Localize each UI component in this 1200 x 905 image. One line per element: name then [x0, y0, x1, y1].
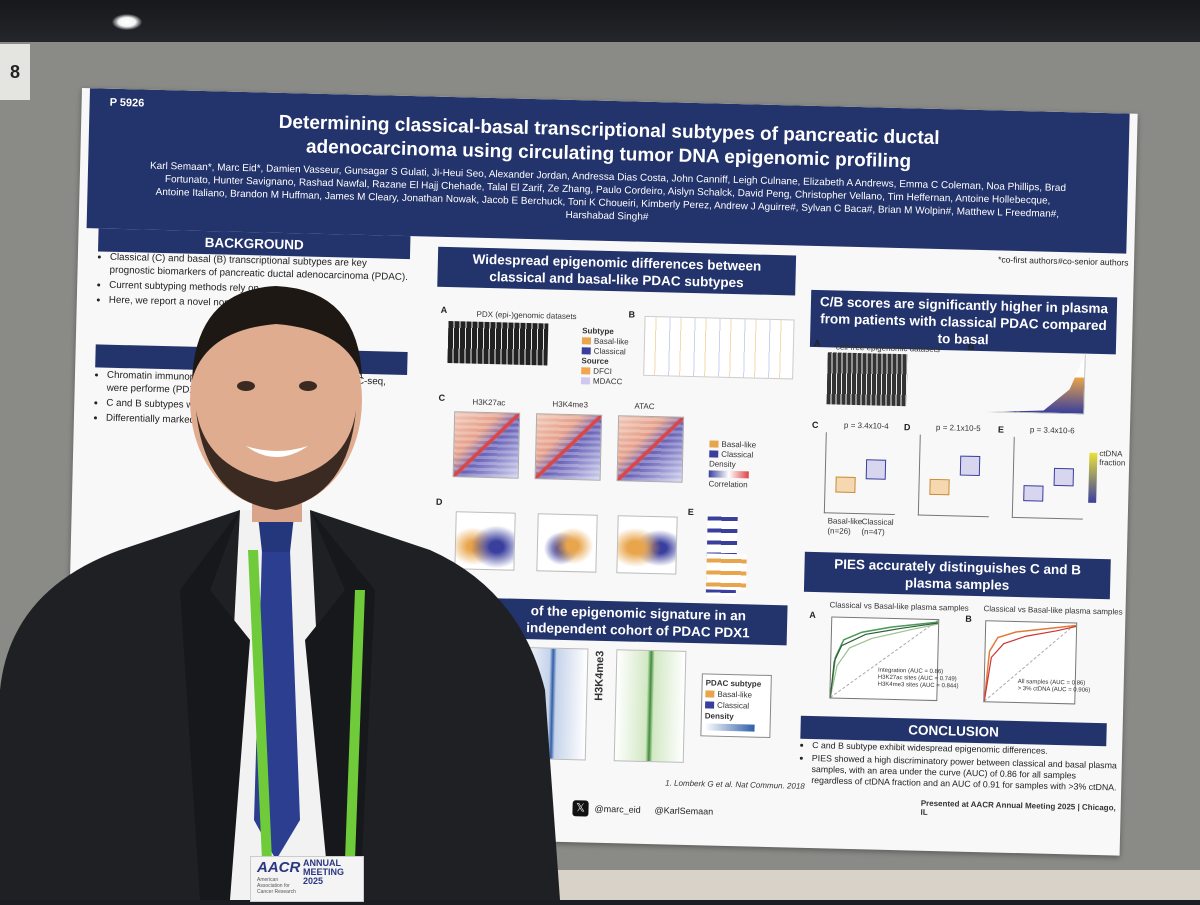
- box-classical: [1053, 467, 1075, 487]
- basal-swatch: [709, 440, 719, 449]
- subtype-legend: Subtype Basal-like Classical Source DFCI…: [580, 326, 629, 387]
- panel-a-label: A: [809, 609, 816, 621]
- roc-plot-a: [829, 619, 939, 698]
- panel-a-label: A: [813, 337, 821, 349]
- legend-density: Density: [704, 711, 734, 722]
- conclusion-list: C and B subtype exhibit widespread epige…: [799, 740, 1118, 796]
- ceiling-light: [112, 14, 142, 30]
- panel-b-label: B: [628, 309, 636, 320]
- legend-classical: Classical: [717, 700, 750, 711]
- basal-swatch: [705, 690, 715, 699]
- badge-org-subtitle: American Association for Cancer Research: [257, 877, 296, 895]
- volcano-plot: [616, 515, 678, 575]
- basal-swatch: [581, 337, 592, 345]
- box-classical: [865, 459, 887, 480]
- legend-classical: Classical: [721, 449, 754, 460]
- legend-basal: Basal-like: [717, 689, 753, 700]
- panel-b-label: B: [967, 341, 975, 352]
- panel-b-label: B: [965, 613, 972, 624]
- conference-badge: AACR American Association for Cancer Res…: [250, 856, 364, 902]
- heatmap-legend: Basal-like Classical Density Correlation: [708, 439, 756, 490]
- social-handle: @marc_eid: [594, 803, 641, 815]
- poster-header: P 5926 Determining classical-basal trans…: [86, 88, 1130, 254]
- mdacc-swatch: [580, 377, 591, 385]
- booth-number-tag: 8: [0, 44, 30, 100]
- pvalue-c: p = 3.4x10-4: [843, 420, 889, 431]
- roc-curve-a: [829, 616, 940, 702]
- cosenior-note: #co-senior authors: [1057, 255, 1129, 268]
- classical-swatch: [709, 450, 719, 459]
- ctdna-colorbar: [1088, 452, 1098, 503]
- roc-b-legend: All samples (AUC = 0.86) > 3% ctDNA (AUC…: [1017, 679, 1091, 695]
- n-classical: (n=47): [861, 527, 885, 537]
- presenter-person: [0, 260, 560, 900]
- density-scale: [704, 723, 755, 733]
- box-basal: [929, 478, 950, 496]
- legend-basal: Basal-like: [721, 439, 757, 450]
- n-basal: (n=26): [827, 526, 851, 536]
- roc-plot-b: [983, 623, 1077, 702]
- boxplot-h3k27ac: [823, 432, 897, 515]
- roc-b-legend-item: > 3% ctDNA (AUC = 0.906): [1017, 686, 1091, 694]
- citation: 1. Lomberk G et al. Nat Commun. 2018: [665, 778, 805, 791]
- correlation-heatmap: [616, 415, 685, 483]
- ranked-bar-chart: [982, 350, 1085, 414]
- legend-mdacc: MDACC: [592, 376, 623, 387]
- legend-title: Subtype: [582, 326, 614, 337]
- badge-org: AACR: [257, 859, 301, 876]
- heatmap-title-atac: ATAC: [634, 401, 655, 412]
- roc-a-legend-item: H3K4me3 sites (AUC = 0.844): [877, 681, 959, 690]
- presenter-figure: [0, 286, 560, 900]
- enrichment-bars-basal: [705, 553, 747, 591]
- floor: [540, 870, 1200, 900]
- correlation-scale: [708, 470, 749, 479]
- box-basal: [835, 476, 856, 494]
- xlabel-basal: Basal-like: [827, 516, 863, 527]
- classical-swatch: [581, 347, 591, 355]
- box-classical: [959, 455, 981, 477]
- presented-at: Presented at AACR Annual Meeting 2025 | …: [920, 798, 1116, 817]
- roc-a-title: Classical vs Basal-like plasma samples: [829, 600, 969, 613]
- roc-curve-b: [983, 620, 1078, 705]
- research-poster: P 5926 Determining classical-basal trans…: [63, 88, 1138, 856]
- panel-e-label: E: [687, 506, 694, 518]
- boxplot-h3k4me3: [917, 434, 991, 518]
- social-handle: @KarlSemaan: [654, 805, 714, 817]
- track-label: H3K4me3: [593, 650, 607, 701]
- classical-swatch: [705, 701, 715, 710]
- legend-source-title: Source: [581, 356, 609, 366]
- legend-classical: Classical: [593, 346, 626, 357]
- legend-basal: Basal-like: [593, 336, 629, 347]
- dataset-matrix: [826, 352, 908, 407]
- genome-tracks: [643, 315, 795, 380]
- x-logo-icon: 𝕏: [572, 800, 589, 817]
- legend-dfci: DFCI: [593, 366, 613, 377]
- cofirst-note: *co-first authors: [997, 254, 1058, 266]
- xlabel-classical: Classical: [861, 517, 894, 527]
- signal-heatmap-track: [613, 649, 687, 763]
- pvalue-d: p = 2.1x10-5: [935, 422, 981, 434]
- pdac-subtype-legend: PDAC subtype Basal-like Classical Densit…: [700, 673, 772, 739]
- ctdna-label: ctDNA fraction: [1099, 448, 1126, 468]
- panel-d-label: D: [903, 422, 911, 433]
- dfci-swatch: [581, 367, 591, 375]
- section-pies-heading: PIES accurately distinguishes C and B pl…: [803, 551, 1111, 600]
- badge-meeting: ANNUAL MEETING 2025: [303, 858, 345, 886]
- boxplot-integrated: [1011, 436, 1085, 520]
- conclusion-bullet: PIES showed a high discriminatory power …: [811, 753, 1118, 793]
- legend-density: Density: [708, 459, 736, 470]
- roc-a-legend: Integration (AUC = 0.86) H3K27ac sites (…: [878, 668, 959, 691]
- pvalue-e: p = 3.4x10-6: [1029, 425, 1075, 436]
- panel-e-label: E: [997, 424, 1005, 435]
- roc-b-title: Classical vs Basal-like plasma samples: [983, 604, 1123, 617]
- legend-title: PDAC subtype: [705, 678, 762, 689]
- legend-correlation: Correlation: [708, 479, 748, 490]
- panel-c-label: C: [811, 419, 819, 431]
- box-basal: [1023, 485, 1044, 502]
